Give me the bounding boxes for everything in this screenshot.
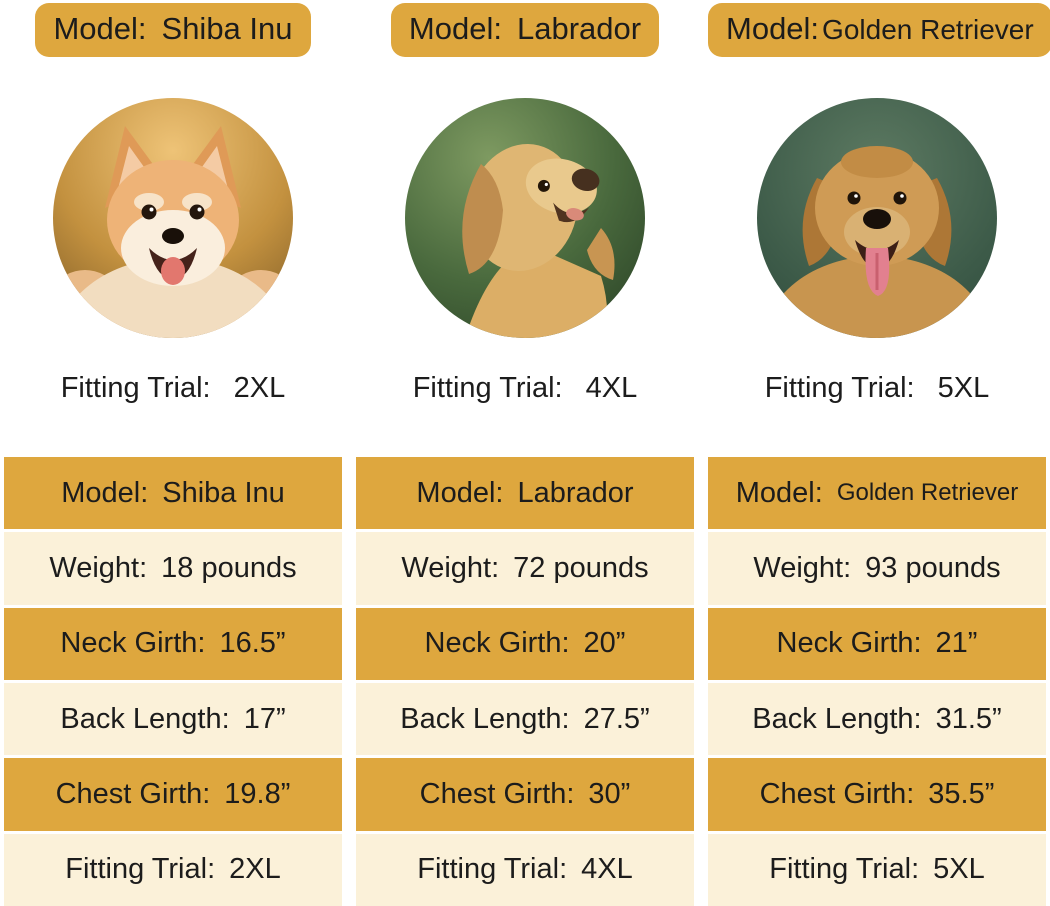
model-badge-value: Labrador	[516, 11, 642, 46]
table-row: Model: Shiba Inu	[4, 457, 342, 530]
fitting-trial-label: Fitting Trial:	[412, 372, 563, 405]
model-badge-value: Shiba Inu	[161, 11, 293, 46]
fitting-trial-label: Fitting Trial:	[60, 372, 211, 405]
row-value: 5XL	[933, 853, 985, 886]
table-row: Chest Girth: 30”	[356, 758, 694, 831]
table-row: Fitting Trial: 4XL	[356, 833, 694, 906]
row-label: Chest Girth:	[55, 777, 211, 810]
row-label: Model:	[416, 476, 504, 509]
table-row: Model: Labrador	[356, 457, 694, 530]
model-badge-label: Model:	[726, 11, 820, 46]
row-label: Model:	[61, 476, 149, 509]
row-value: Labrador	[517, 476, 634, 509]
row-value: 19.8”	[224, 777, 291, 810]
row-label: Neck Girth:	[60, 627, 206, 660]
table-row: Weight: 18 pounds	[4, 532, 342, 605]
size-table-labrador: Model: Labrador Weight: 72 pounds Neck G…	[356, 457, 694, 906]
row-value: 72 pounds	[513, 551, 649, 584]
row-value: 35.5”	[928, 777, 995, 810]
row-label: Fitting Trial:	[417, 853, 568, 886]
table-row: Back Length: 31.5”	[708, 682, 1046, 756]
table-row: Neck Girth: 20”	[356, 607, 694, 680]
row-value: Shiba Inu	[162, 476, 285, 509]
row-value: 27.5”	[583, 702, 650, 735]
model-badge-value: Golden Retriever	[822, 14, 1034, 45]
model-badge: Model: Labrador	[390, 3, 660, 58]
row-label: Weight:	[753, 551, 852, 584]
row-value: 30”	[588, 777, 631, 810]
row-value: 20”	[583, 627, 626, 660]
table-row: Chest Girth: 19.8”	[4, 758, 342, 831]
model-badge: Model: Golden Retriever	[708, 3, 1050, 58]
table-row: Model: Golden Retriever	[708, 457, 1046, 530]
column-labrador: Model: Labrador	[356, 0, 694, 906]
shiba-inu-photo	[53, 98, 293, 339]
row-value: 16.5”	[219, 627, 286, 660]
row-value: 21”	[935, 627, 978, 660]
golden-retriever-photo	[757, 98, 997, 339]
fitting-trial-text: Fitting Trial: 5XL	[708, 372, 1046, 405]
table-row: Weight: 72 pounds	[356, 532, 694, 605]
fitting-trial-label: Fitting Trial:	[764, 372, 915, 405]
fitting-trial-value: 2XL	[233, 372, 286, 405]
table-row: Back Length: 27.5”	[356, 682, 694, 756]
model-badge: Model: Shiba Inu	[35, 3, 311, 58]
table-row: Back Length: 17”	[4, 682, 342, 756]
row-label: Back Length:	[752, 702, 922, 735]
table-row: Weight: 93 pounds	[708, 532, 1046, 605]
column-shiba-inu: Model: Shiba Inu	[4, 0, 342, 906]
table-row: Chest Girth: 35.5”	[708, 758, 1046, 831]
row-label: Weight:	[401, 551, 500, 584]
row-label: Chest Girth:	[759, 777, 915, 810]
labrador-photo	[405, 98, 645, 339]
row-label: Weight:	[49, 551, 148, 584]
column-golden-retriever: Model: Golden Retriever	[708, 0, 1050, 906]
table-row: Neck Girth: 21”	[708, 607, 1046, 680]
fitting-trial-value: 5XL	[937, 372, 990, 405]
row-label: Neck Girth:	[776, 627, 922, 660]
row-label: Back Length:	[60, 702, 230, 735]
size-table-shiba-inu: Model: Shiba Inu Weight: 18 pounds Neck …	[4, 457, 342, 906]
table-row: Neck Girth: 16.5”	[4, 607, 342, 680]
row-value: 31.5”	[935, 702, 1002, 735]
row-value: 4XL	[581, 853, 633, 886]
model-badge-label: Model:	[408, 11, 502, 46]
row-label: Chest Girth:	[419, 777, 575, 810]
row-label: Neck Girth:	[424, 627, 570, 660]
row-value: 2XL	[229, 853, 281, 886]
row-label: Fitting Trial:	[65, 853, 216, 886]
size-table-golden-retriever: Model: Golden Retriever Weight: 93 pound…	[708, 457, 1046, 906]
row-label: Back Length:	[400, 702, 570, 735]
row-label: Fitting Trial:	[769, 853, 920, 886]
model-badge-label: Model:	[53, 11, 147, 46]
row-value: Golden Retriever	[836, 479, 1019, 507]
row-value: 93 pounds	[865, 551, 1001, 584]
fitting-trial-value: 4XL	[585, 372, 638, 405]
row-value: 17”	[243, 702, 286, 735]
fitting-trial-text: Fitting Trial: 4XL	[356, 372, 694, 405]
fitting-trial-text: Fitting Trial: 2XL	[4, 372, 342, 405]
row-value: 18 pounds	[161, 551, 297, 584]
table-row: Fitting Trial: 2XL	[4, 833, 342, 906]
row-label: Model:	[735, 476, 823, 509]
table-row: Fitting Trial: 5XL	[708, 833, 1046, 906]
